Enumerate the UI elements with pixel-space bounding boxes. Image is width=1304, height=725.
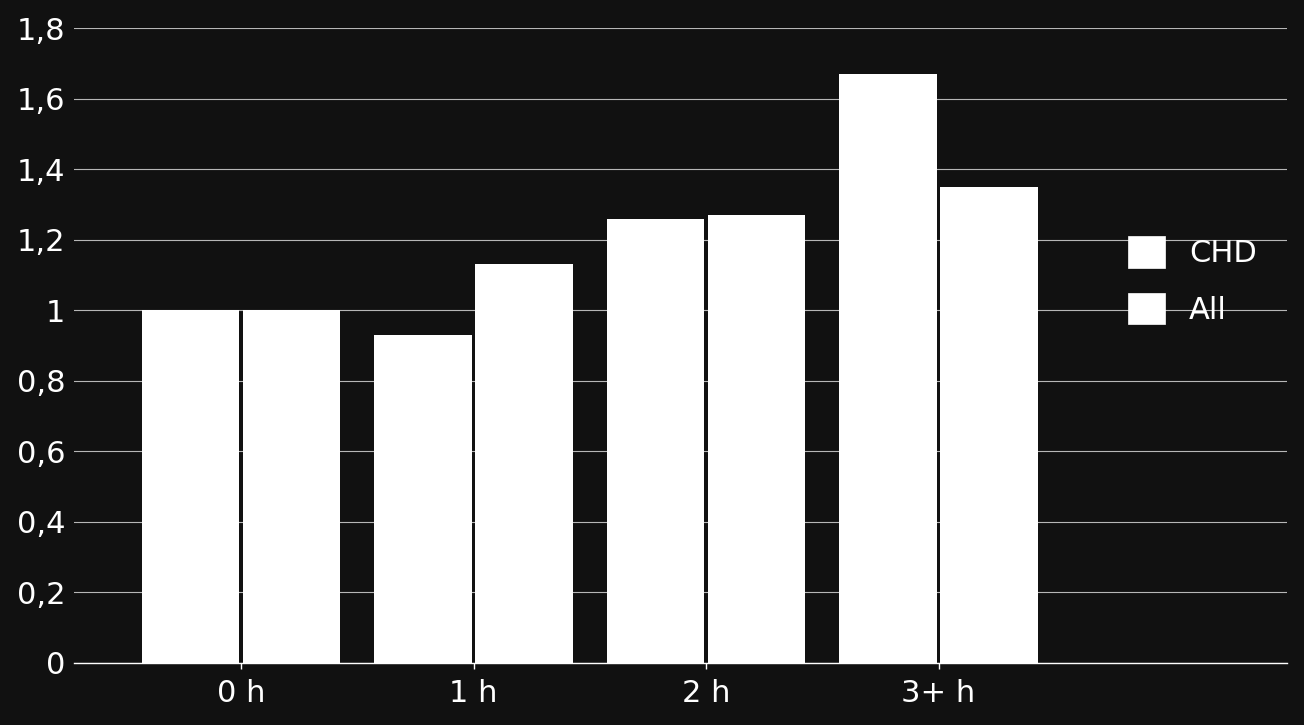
Bar	[374, 335, 472, 663]
Legend: CHD, All: CHD, All	[1112, 221, 1273, 340]
Bar	[606, 218, 704, 663]
Bar	[142, 310, 240, 663]
Bar	[840, 74, 936, 663]
Bar	[475, 265, 572, 663]
Bar	[940, 187, 1038, 663]
Bar	[708, 215, 806, 663]
Bar	[243, 310, 340, 663]
